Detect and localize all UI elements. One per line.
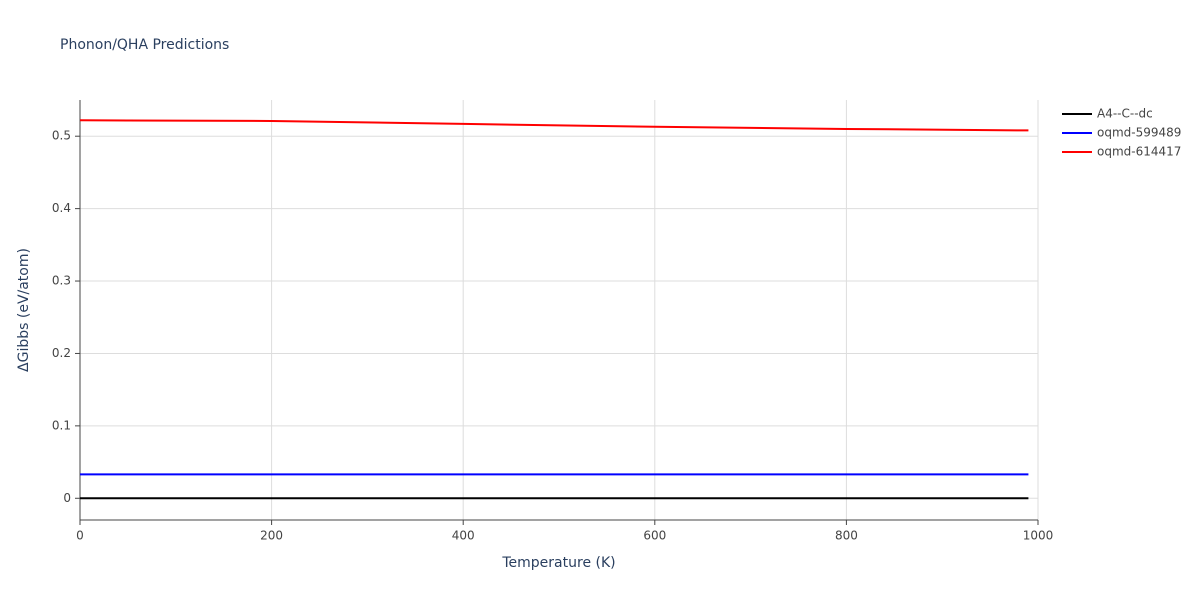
y-tick-label: 0.2	[52, 346, 71, 360]
y-axis-title: ΔGibbs (eV/atom)	[16, 248, 32, 372]
y-tick-label: 0.3	[52, 274, 71, 288]
x-tick-label: 200	[260, 529, 283, 543]
y-tick-label: 0	[63, 491, 71, 505]
chart-title: Phonon/QHA Predictions	[60, 37, 229, 53]
legend-label: A4--C--dc	[1097, 107, 1153, 121]
x-tick-label: 600	[643, 529, 666, 543]
y-tick-label: 0.4	[52, 201, 71, 215]
x-tick-label: 1000	[1023, 529, 1054, 543]
y-tick-label: 0.1	[52, 418, 71, 432]
legend-label: oqmd-599489	[1097, 126, 1181, 140]
y-tick-label: 0.5	[52, 129, 71, 143]
x-axis-title: Temperature (K)	[501, 555, 615, 571]
x-tick-label: 0	[76, 529, 84, 543]
x-tick-label: 400	[452, 529, 475, 543]
x-tick-label: 800	[835, 529, 858, 543]
series-line	[79, 119, 1029, 132]
legend-label: oqmd-614417	[1097, 145, 1181, 159]
